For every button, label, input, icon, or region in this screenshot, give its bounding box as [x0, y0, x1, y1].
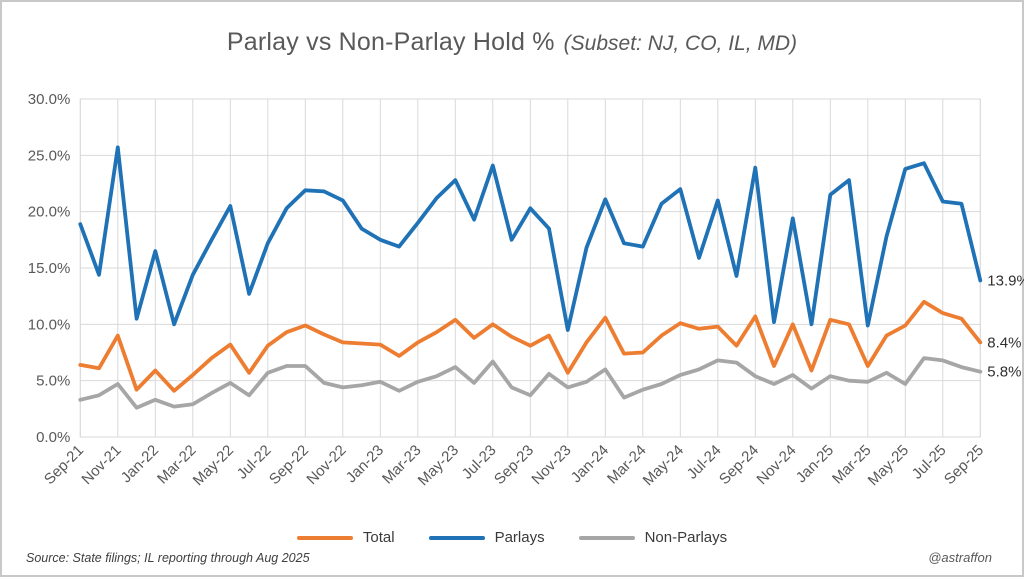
chart-title-main: Parlay vs Non-Parlay Hold % [226, 28, 555, 56]
source-note: Source: State filings; IL reporting thro… [26, 551, 310, 565]
end-value-label-non-parlays: 5.8% [987, 364, 1021, 381]
legend-line-swatch [296, 535, 353, 540]
x-axis-tick-label: Jan-22 [118, 442, 162, 486]
legend-line-swatch [428, 535, 485, 540]
series-line-total [78, 299, 983, 393]
y-axis-tick-label: 30.0% [28, 91, 71, 108]
x-axis-tick-label: Sep-23 [491, 442, 537, 488]
x-axis-tick-label: Jan-24 [568, 442, 612, 486]
y-axis-tick-label: 20.0% [28, 204, 71, 221]
x-axis-tick-label: Nov-22 [303, 442, 349, 488]
x-axis-tick-label: Nov-21 [78, 442, 124, 488]
legend-label: Non-Parlays [644, 529, 728, 546]
x-axis-tick-label: Sep-24 [716, 442, 762, 488]
y-axis-tick-label: 10.0% [28, 316, 71, 333]
x-axis-tick-label: Jan-25 [793, 442, 837, 486]
end-value-label-total: 8.4% [987, 334, 1021, 351]
legend-item-parlays: Parlays [428, 529, 545, 546]
series-line-non-parlays [78, 356, 983, 410]
y-axis-tick-label: 0.0% [36, 429, 70, 446]
x-axis-tick-label: Sep-25 [941, 442, 987, 488]
x-axis-tick-label: May-23 [415, 442, 462, 489]
x-axis-tick-label: Nov-23 [528, 442, 574, 488]
y-axis-tick-label: 25.0% [28, 147, 71, 164]
x-axis-tick-label: Jan-23 [343, 442, 387, 486]
end-value-label-parlays: 13.9% [987, 272, 1024, 289]
chart-legend: Total Parlays Non-Parlays [2, 529, 1022, 546]
chart-title-subset: (Subset: NJ, CO, IL, MD) [563, 32, 798, 55]
legend-line-swatch [578, 535, 635, 540]
legend-label: Total [362, 529, 395, 546]
y-axis-tick-label: 15.0% [28, 260, 71, 277]
x-axis-tick-label: May-22 [190, 442, 237, 489]
legend-label: Parlays [494, 529, 545, 546]
watermark: @astraffon [928, 550, 992, 565]
x-axis-tick-label: May-25 [865, 442, 912, 489]
x-axis-tick-label: Sep-21 [41, 442, 87, 488]
x-axis-tick-label: May-24 [640, 442, 687, 489]
plot-border [79, 98, 981, 438]
series-line-parlays [78, 145, 983, 332]
x-axis-tick-label: Sep-22 [266, 442, 312, 488]
x-axis-tick-label: Nov-24 [753, 442, 799, 488]
legend-item-total: Total [296, 529, 395, 546]
y-axis-tick-label: 5.0% [36, 373, 70, 390]
legend-item-non-parlays: Non-Parlays [578, 529, 728, 546]
chart-title: Parlay vs Non-Parlay Hold % (Subset: NJ,… [2, 28, 1022, 57]
